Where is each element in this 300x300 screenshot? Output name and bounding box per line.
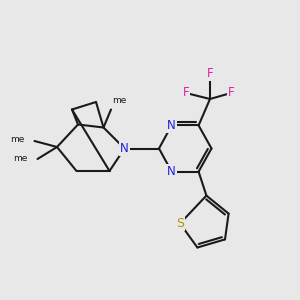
Text: S: S xyxy=(176,217,184,230)
Text: me: me xyxy=(112,96,127,105)
Text: me: me xyxy=(13,154,28,163)
Text: me: me xyxy=(10,135,25,144)
Text: N: N xyxy=(120,142,129,155)
Text: N: N xyxy=(167,165,176,178)
Text: F: F xyxy=(228,86,234,100)
Text: F: F xyxy=(207,67,213,80)
Text: F: F xyxy=(183,86,189,100)
Text: N: N xyxy=(167,119,176,132)
